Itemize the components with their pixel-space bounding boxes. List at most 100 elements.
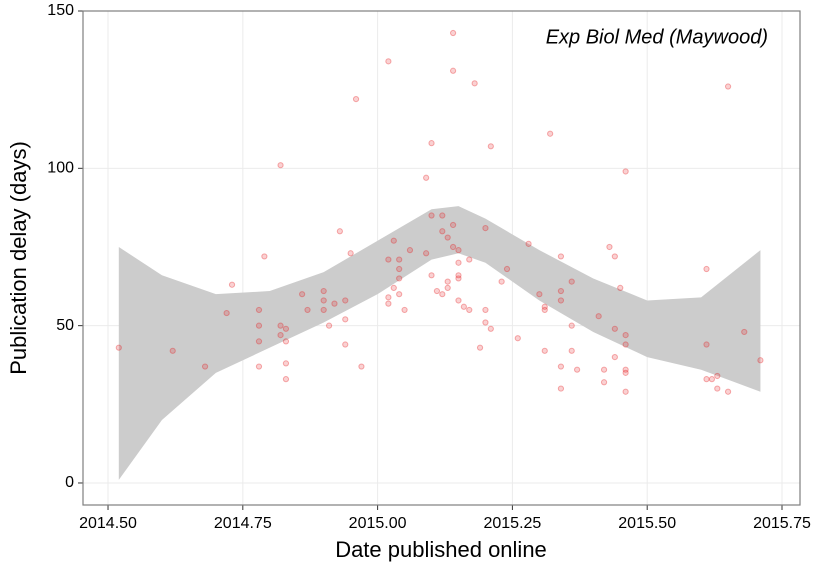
point xyxy=(600,379,608,386)
point xyxy=(255,363,263,370)
y-axis-title: Publication delay (days) xyxy=(6,141,31,375)
x-tick-label: 2015.75 xyxy=(753,515,811,532)
point xyxy=(320,306,327,314)
point xyxy=(611,354,618,361)
annotation: Exp Biol Med (Maywood) xyxy=(546,26,768,48)
point xyxy=(557,385,565,392)
point xyxy=(342,341,349,348)
x-tick-label: 2014.75 xyxy=(214,515,272,532)
y-tick-label: 50 xyxy=(56,317,74,334)
point xyxy=(428,140,435,147)
point xyxy=(455,272,462,279)
point xyxy=(336,228,343,235)
point xyxy=(449,67,457,74)
point xyxy=(255,338,263,345)
point xyxy=(714,385,721,392)
point xyxy=(568,278,575,285)
point xyxy=(444,234,451,241)
point xyxy=(466,306,473,314)
point xyxy=(282,338,290,345)
point xyxy=(282,376,290,383)
x-tick-label: 2015.00 xyxy=(349,515,407,532)
point xyxy=(255,306,263,314)
point xyxy=(724,388,732,395)
point xyxy=(617,284,624,291)
point xyxy=(606,243,613,251)
point xyxy=(622,331,629,339)
point xyxy=(347,250,354,257)
point xyxy=(557,287,565,295)
point xyxy=(439,228,446,235)
point xyxy=(622,388,629,395)
x-axis-title: Date published online xyxy=(335,537,547,562)
point xyxy=(277,322,284,329)
x-tick-label: 2014.50 xyxy=(79,515,137,532)
x-tick-label: 2015.50 xyxy=(618,515,676,532)
point xyxy=(455,297,462,304)
point xyxy=(261,253,268,260)
point xyxy=(557,253,565,260)
point xyxy=(444,284,451,291)
point xyxy=(385,294,392,301)
point xyxy=(428,272,435,279)
point xyxy=(487,143,494,150)
point xyxy=(331,300,338,307)
point xyxy=(358,363,365,370)
point xyxy=(428,212,435,219)
point xyxy=(444,278,451,285)
point xyxy=(385,256,392,263)
point xyxy=(460,303,467,310)
point xyxy=(282,360,290,367)
point xyxy=(600,366,608,373)
point xyxy=(277,331,284,339)
point xyxy=(541,347,548,354)
point xyxy=(611,253,618,260)
point xyxy=(342,316,349,323)
point xyxy=(277,162,284,169)
point xyxy=(342,297,349,304)
point xyxy=(703,376,710,383)
point xyxy=(622,369,629,376)
point xyxy=(541,306,548,314)
point xyxy=(223,309,230,317)
y-tick-label: 100 xyxy=(47,160,74,177)
point xyxy=(299,291,306,298)
point xyxy=(433,287,441,295)
point xyxy=(503,265,511,273)
point xyxy=(622,168,629,175)
point xyxy=(536,291,543,298)
point xyxy=(385,58,392,65)
point xyxy=(320,297,327,304)
point xyxy=(325,322,333,329)
x-tick-label: 2015.25 xyxy=(483,515,541,532)
point xyxy=(320,287,327,295)
point xyxy=(201,363,209,370)
point xyxy=(396,291,403,298)
point xyxy=(396,275,403,282)
point xyxy=(401,306,408,314)
point xyxy=(304,306,311,314)
point xyxy=(228,281,236,288)
point xyxy=(455,275,462,282)
point xyxy=(439,212,446,219)
point xyxy=(574,366,581,373)
point xyxy=(622,341,629,348)
point xyxy=(423,250,430,257)
point xyxy=(455,259,462,266)
point xyxy=(423,174,430,181)
point xyxy=(385,300,392,307)
point xyxy=(406,247,414,254)
point xyxy=(282,325,290,332)
point xyxy=(557,297,565,304)
point xyxy=(568,322,575,329)
point xyxy=(449,29,457,37)
point xyxy=(724,83,732,90)
point xyxy=(557,363,565,370)
point xyxy=(611,325,618,332)
point xyxy=(439,291,446,298)
point xyxy=(703,341,710,348)
point xyxy=(757,357,764,364)
point xyxy=(714,372,721,380)
point xyxy=(352,96,360,103)
